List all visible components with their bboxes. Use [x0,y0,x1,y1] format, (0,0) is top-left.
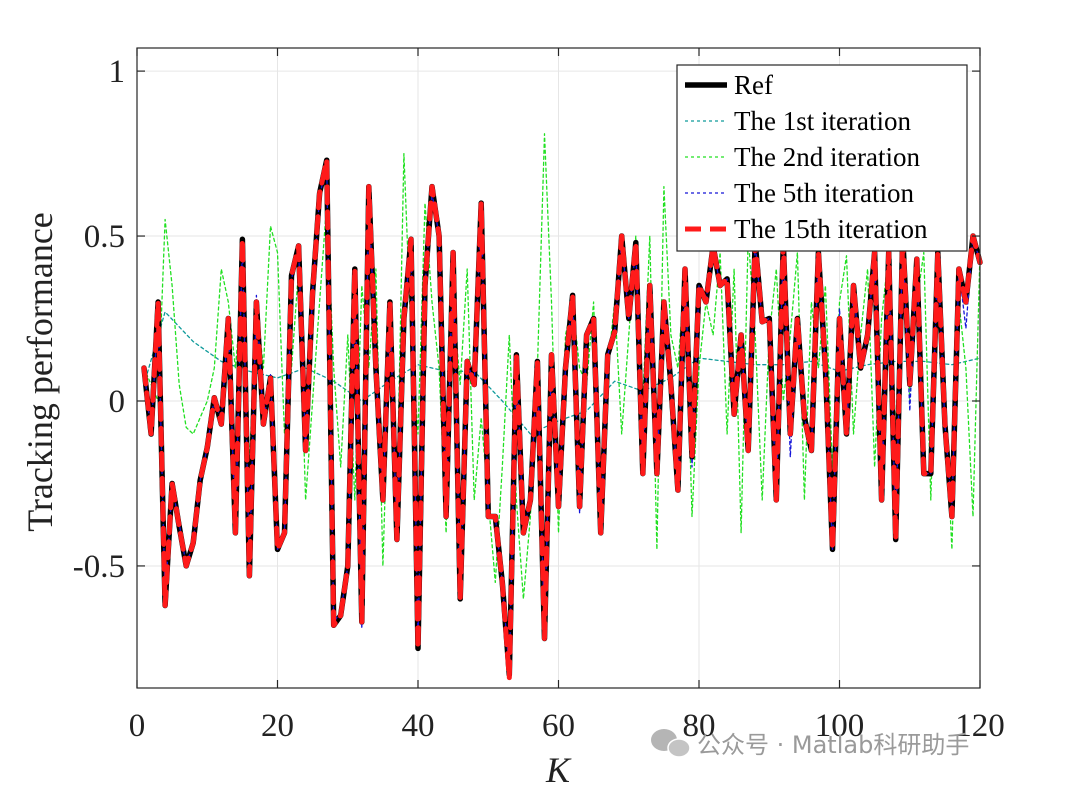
x-tick-label: 60 [542,708,575,744]
watermark: 公众号 · Matlab科研助手 [651,729,969,759]
y-tick-label: -0.5 [73,549,125,585]
y-axis-label: Tracking performance [20,212,60,532]
x-tick-label: 40 [402,708,435,744]
x-tick-label: 20 [261,708,294,744]
tick-labels: 0 20 40 60 80 100 120 -0.5 0 0.5 1 [73,54,1005,744]
y-tick-label: 0.5 [84,219,125,255]
legend-label-the-5th-iteration: The 5th iteration [734,178,914,208]
watermark-text: 公众号 · Matlab科研助手 [697,731,969,759]
legend-label-the-2nd-iteration: The 2nd iteration [734,142,920,172]
legend-box [676,64,968,252]
y-tick-label: 1 [109,54,126,90]
legend-label-the-15th-iteration: The 15th iteration [734,214,928,244]
x-tick-label: 100 [815,708,865,744]
series-layer [141,133,983,681]
series-line-the-15th-iteration [141,157,983,681]
legend-label-ref: Ref [734,70,773,100]
y-tick-label: 0 [109,384,126,420]
legend: Ref The 1st iteration The 2nd iteration The… [676,64,968,252]
x-tick-label: 120 [955,708,1005,744]
ticks [136,48,981,688]
wechat-icon [651,729,691,758]
x-tick-label: 80 [683,708,716,744]
x-axis-label: K [545,750,572,787]
legend-label-the-1st-iteration: The 1st iteration [734,106,911,136]
x-tick-label: 0 [129,708,146,744]
